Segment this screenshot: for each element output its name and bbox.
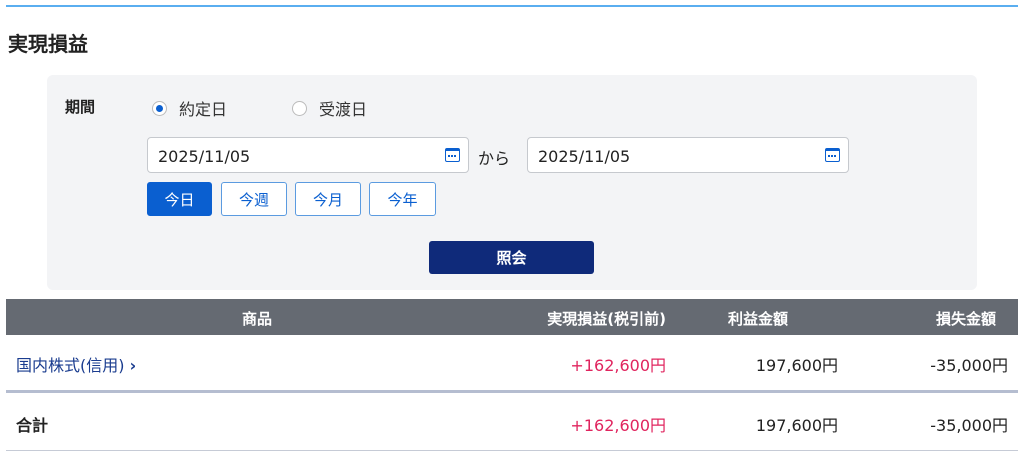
total-realized: +162,600円 xyxy=(570,416,666,435)
profit-value: 197,600円 xyxy=(755,356,838,375)
today-button[interactable]: 今日 xyxy=(147,182,212,216)
product-name: 国内株式(信用) xyxy=(16,356,125,375)
total-loss: -35,000円 xyxy=(930,416,1008,435)
total-profit: 197,600円 xyxy=(755,416,838,435)
header-profit: 利益金額 xyxy=(728,310,789,328)
date-to-value: 2025/11/05 xyxy=(538,147,631,166)
radio-trade-date[interactable]: 約定日 xyxy=(152,96,227,120)
date-to-input[interactable]: 2025/11/05 xyxy=(527,137,849,173)
this-month-button[interactable]: 今月 xyxy=(295,182,361,216)
table-row: 国内株式(信用) › +162,600円 197,600円 -35,000円 xyxy=(6,335,1018,393)
total-row: 合計 +162,600円 197,600円 -35,000円 xyxy=(6,396,1018,451)
radio-settlement-date[interactable]: 受渡日 xyxy=(292,96,367,120)
radio-label: 約定日 xyxy=(179,100,228,119)
total-label: 合計 xyxy=(16,416,49,435)
header-product: 商品 xyxy=(242,310,273,328)
realized-value: +162,600円 xyxy=(570,356,666,375)
calendar-icon[interactable] xyxy=(825,148,840,162)
calendar-icon[interactable] xyxy=(445,148,460,162)
product-link[interactable]: 国内株式(信用) › xyxy=(16,352,136,376)
period-label: 期間 xyxy=(65,98,96,116)
this-week-button[interactable]: 今週 xyxy=(221,182,287,216)
date-from-input[interactable]: 2025/11/05 xyxy=(147,137,469,173)
page-title: 実現損益 xyxy=(8,32,88,56)
table-header: 商品 実現損益(税引前) 利益金額 損失金額 xyxy=(6,299,1018,335)
radio-unchecked-icon xyxy=(292,100,307,116)
radio-label: 受渡日 xyxy=(319,100,368,119)
header-loss: 損失金額 xyxy=(935,310,996,328)
chevron-right-icon: › xyxy=(129,356,137,375)
search-button[interactable]: 照会 xyxy=(429,241,594,274)
radio-checked-icon xyxy=(152,100,167,116)
this-year-button[interactable]: 今年 xyxy=(369,182,436,216)
loss-value: -35,000円 xyxy=(930,356,1008,375)
header-realized: 実現損益(税引前) xyxy=(547,310,666,328)
from-separator: から xyxy=(478,149,511,168)
top-divider xyxy=(6,5,1018,7)
date-from-value: 2025/11/05 xyxy=(158,147,251,166)
